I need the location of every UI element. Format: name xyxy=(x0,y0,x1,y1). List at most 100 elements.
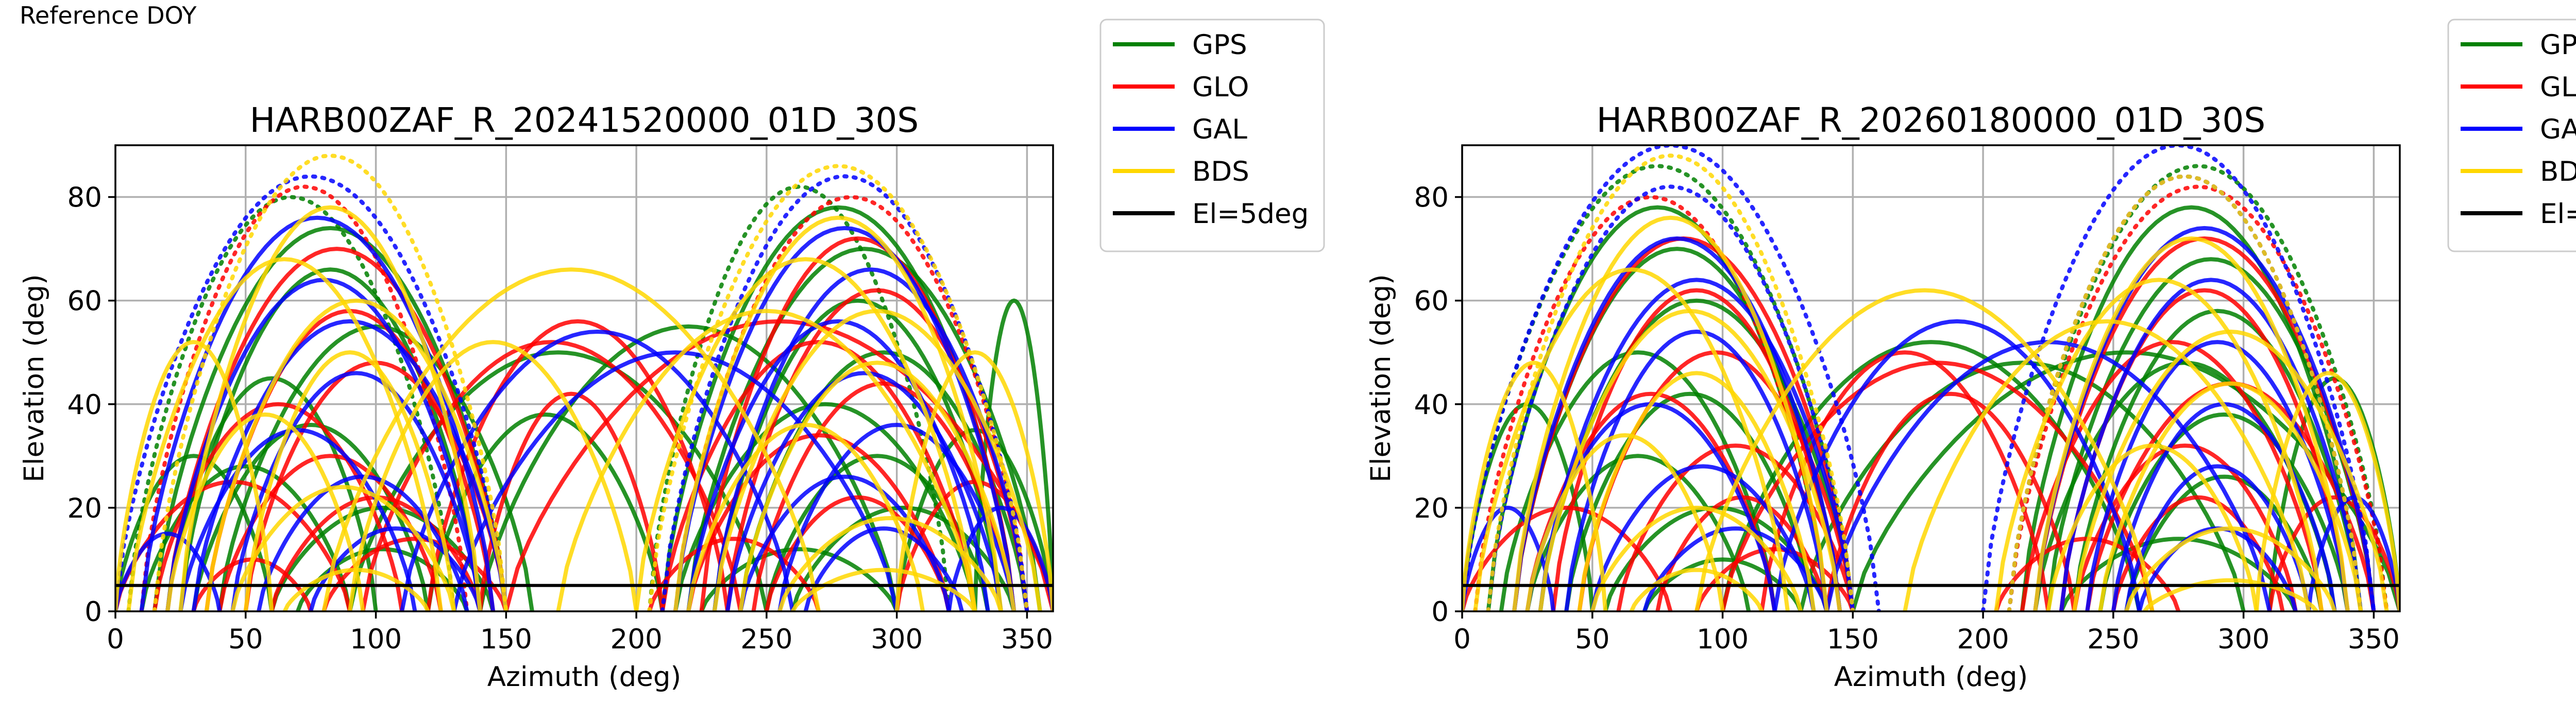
satellite-track xyxy=(230,371,482,611)
satellite-track xyxy=(1512,236,1842,611)
y-tick-label: 60 xyxy=(67,286,102,317)
axes-frame xyxy=(114,144,1054,612)
right-subplot: HARB00ZAF_R_20260180000_01D_30S 0 50 100 15… xyxy=(1365,19,2576,693)
y-tick-label: 40 xyxy=(67,389,102,421)
satellite-track xyxy=(1720,361,2155,611)
legend-label: GPS xyxy=(2540,29,2576,61)
satellite-track xyxy=(894,350,1053,611)
satellite-track xyxy=(556,308,977,611)
satellite-track xyxy=(504,319,1053,611)
legend-label: GLO xyxy=(1192,72,1249,103)
satellite-track xyxy=(2254,371,2400,611)
legend-label: GAL xyxy=(1192,114,1247,145)
x-tick-label: 50 xyxy=(228,624,263,655)
satellite-track xyxy=(1462,361,1608,611)
right-chart-title: HARB00ZAF_R_20260180000_01D_30S xyxy=(1597,100,2266,140)
x-tick-label: 300 xyxy=(2217,624,2269,655)
satellite-track xyxy=(1772,319,2142,611)
x-tick-label: 200 xyxy=(1957,624,2009,655)
right-x-axis-label: Azimuth (deg) xyxy=(1834,661,2028,693)
satellite-track xyxy=(2098,412,2350,611)
satellite-track xyxy=(1512,215,1829,611)
y-tick-label: 80 xyxy=(1414,182,1449,214)
satellite-track xyxy=(115,340,274,611)
satellite-track xyxy=(647,164,1029,611)
satellite-track xyxy=(257,474,469,611)
satellite-track xyxy=(126,257,443,611)
x-tick-label: 350 xyxy=(1001,624,1053,655)
satellite-track xyxy=(751,381,1016,611)
satellite-track xyxy=(1473,267,1790,611)
y-tick-label: 20 xyxy=(67,493,102,524)
legend-label: El=5deg xyxy=(1192,198,1309,230)
legend-label: BDS xyxy=(1192,156,1249,187)
satellite-track xyxy=(738,361,1016,611)
y-tick-label: 0 xyxy=(1431,596,1449,628)
satellite-track xyxy=(1486,153,1855,611)
satellite-track xyxy=(1590,505,1803,611)
x-tick-label: 50 xyxy=(1575,624,1609,655)
satellite-track xyxy=(2098,381,2363,611)
satellite-track xyxy=(2072,329,2389,611)
satellite-track xyxy=(1551,288,1842,611)
series-bds xyxy=(1462,153,2400,611)
left-ticks: 0 50 100 150 200 250 300 350 0 20 40 60 80 xyxy=(67,182,1053,655)
satellite-track xyxy=(191,319,509,611)
satellite-track xyxy=(1462,505,1555,611)
satellite-track xyxy=(1642,526,1829,611)
y-tick-label: 60 xyxy=(1414,286,1449,317)
series-bds xyxy=(115,153,1053,611)
left-x-axis-label: Azimuth (deg) xyxy=(487,661,682,693)
satellite-track xyxy=(2307,495,2400,611)
satellite-track xyxy=(2033,236,2376,611)
left-chart-title: HARB00ZAF_R_20241520000_01D_30S xyxy=(250,100,919,140)
satellite-track xyxy=(2007,164,2389,611)
x-tick-label: 250 xyxy=(2087,624,2139,655)
axes-frame xyxy=(1461,144,2401,612)
satellite-track xyxy=(1981,145,2376,611)
x-tick-label: 100 xyxy=(350,624,402,655)
legend-label: GAL xyxy=(2540,114,2576,145)
x-tick-label: 150 xyxy=(1827,624,1879,655)
satellite-track xyxy=(686,422,925,611)
x-tick-label: 300 xyxy=(871,624,923,655)
legend-box xyxy=(2447,19,2576,252)
satellite-track xyxy=(725,288,1029,611)
satellite-track xyxy=(2046,443,2259,611)
satellite-track xyxy=(2072,308,2363,611)
satellite-track xyxy=(2111,495,2285,611)
satellite-track xyxy=(126,195,456,611)
satellite-track xyxy=(777,422,1016,611)
left-plot-area xyxy=(114,144,1054,612)
figure-title: Reference DOY xyxy=(20,2,197,29)
satellite-track xyxy=(673,215,1003,611)
x-tick-label: 250 xyxy=(740,624,792,655)
satellite-track xyxy=(2059,278,2363,611)
satellite-track xyxy=(1590,464,1816,611)
satellite-track xyxy=(2033,236,2350,611)
satellite-track xyxy=(1525,454,1751,611)
satellite-track xyxy=(139,464,352,611)
right-legend: GPS GLO GAL BDS El=5deg xyxy=(2447,19,2576,252)
left-y-axis-label: Elevation (deg) xyxy=(19,274,50,482)
x-tick-label: 100 xyxy=(1697,624,1749,655)
left-subplot: HARB00ZAF_R_20241520000_01D_30S 0 50 100 15… xyxy=(19,19,1325,693)
satellite-track xyxy=(400,329,795,611)
satellite-track xyxy=(634,257,977,611)
satellite-track xyxy=(2124,464,2311,611)
y-tick-label: 20 xyxy=(1414,493,1449,524)
satellite-track xyxy=(803,526,964,611)
legend-label: El=5deg xyxy=(2540,198,2576,230)
y-tick-label: 40 xyxy=(1414,389,1449,421)
satellite-track xyxy=(309,526,482,611)
satellite-track xyxy=(204,298,509,611)
satellite-track xyxy=(321,267,821,611)
x-tick-label: 150 xyxy=(480,624,532,655)
legend-label: GPS xyxy=(1192,29,1247,61)
satellite-track xyxy=(1538,308,1842,611)
x-tick-label: 350 xyxy=(2348,624,2400,655)
x-tick-label: 0 xyxy=(107,624,124,655)
satellite-track xyxy=(1462,145,1881,611)
satellite-track xyxy=(1824,391,2077,611)
satellite-track xyxy=(452,350,899,611)
